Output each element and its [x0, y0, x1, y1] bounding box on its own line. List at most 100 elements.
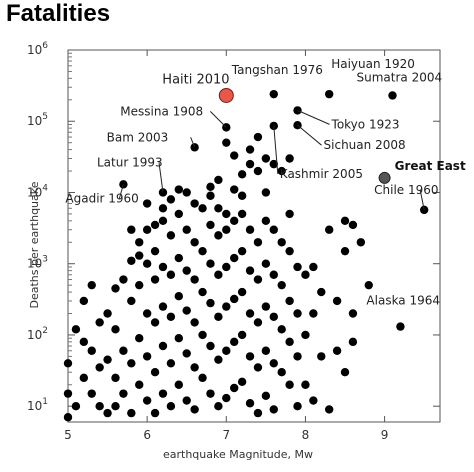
data-point	[158, 262, 168, 272]
data-point	[174, 185, 184, 194]
data-point	[103, 309, 112, 318]
x-tick-label: 7	[222, 428, 230, 442]
data-point	[269, 89, 278, 99]
data-point	[198, 330, 207, 340]
data-point	[317, 287, 326, 297]
data-point	[214, 270, 223, 279]
data-point	[245, 159, 255, 169]
data-point	[317, 352, 326, 361]
data-point	[340, 246, 350, 256]
data-point	[332, 296, 342, 306]
data-point	[222, 346, 231, 355]
data-point	[127, 359, 136, 368]
data-point	[214, 204, 223, 213]
data-point	[119, 389, 128, 398]
data-point	[230, 216, 239, 226]
data-point	[206, 259, 215, 268]
data-point	[285, 296, 294, 306]
data-point	[230, 337, 239, 347]
data-point	[111, 325, 120, 334]
data-point	[348, 337, 358, 347]
data-point	[166, 359, 176, 368]
data-point	[214, 231, 223, 240]
data-point	[87, 389, 96, 398]
data-point	[222, 209, 231, 219]
data-point	[237, 287, 247, 297]
data-point	[222, 393, 231, 403]
data-point	[182, 266, 191, 275]
data-point	[206, 298, 215, 308]
data-point	[214, 312, 223, 321]
data-point	[245, 309, 255, 318]
data-point	[166, 312, 176, 321]
data-point	[142, 259, 152, 268]
data-point	[87, 280, 96, 290]
data-point	[261, 216, 271, 226]
data-points	[63, 89, 429, 422]
data-point	[198, 246, 207, 256]
data-point	[396, 322, 405, 331]
data-point	[253, 166, 263, 176]
annotation-label: Great East	[395, 159, 466, 173]
y-tick-label: 102	[27, 326, 48, 342]
data-point	[119, 346, 128, 355]
data-point	[222, 138, 231, 147]
data-point	[63, 413, 73, 422]
data-point	[190, 199, 199, 208]
annotation-label: Chile 1960	[374, 183, 438, 197]
annotation-label: Kashmir 2005	[280, 167, 363, 181]
data-point	[150, 220, 160, 230]
data-point	[127, 256, 136, 265]
annotation-label: Haiti 2010	[162, 72, 229, 87]
data-point	[174, 334, 184, 343]
data-point	[166, 195, 176, 204]
data-point	[87, 346, 96, 355]
data-point	[245, 352, 255, 361]
data-point	[222, 302, 231, 311]
data-point	[142, 199, 152, 208]
data-point	[285, 337, 294, 347]
data-point	[230, 253, 239, 263]
data-point	[214, 175, 223, 185]
data-point	[214, 401, 223, 411]
data-point	[253, 363, 263, 372]
data-point	[206, 341, 215, 351]
x-tick-label: 8	[302, 428, 310, 442]
annotation-leader	[118, 184, 124, 199]
y-axis: 101 102 103 104 105 106	[27, 41, 440, 413]
data-point	[190, 405, 199, 414]
data-point	[150, 368, 160, 377]
data-point	[340, 368, 350, 377]
data-point	[222, 225, 231, 234]
data-point	[79, 296, 89, 306]
data-point	[103, 355, 112, 364]
data-point	[135, 380, 144, 389]
annotation-leader	[158, 162, 164, 193]
data-point	[111, 284, 120, 293]
data-point	[135, 280, 144, 290]
data-point	[103, 408, 112, 418]
data-point	[261, 346, 271, 355]
data-point	[245, 225, 255, 234]
annotation-label: Sumatra 2004	[357, 70, 443, 84]
x-axis: 5 6 7 8 9	[64, 50, 388, 442]
data-point	[198, 204, 207, 213]
data-point	[277, 325, 286, 334]
data-point	[222, 262, 231, 272]
data-point	[182, 188, 191, 197]
data-point	[332, 346, 342, 355]
data-point	[277, 280, 286, 290]
data-point	[253, 318, 263, 327]
data-point	[261, 188, 271, 197]
data-point	[277, 368, 286, 377]
annotation-label: Tangshan 1976	[231, 63, 323, 77]
data-point	[293, 309, 302, 318]
data-point	[293, 262, 302, 272]
data-point	[237, 170, 247, 179]
data-point	[356, 238, 366, 247]
data-point	[253, 132, 263, 142]
data-point	[174, 209, 184, 219]
data-point	[198, 373, 207, 383]
data-point	[111, 401, 120, 411]
data-point	[245, 145, 255, 154]
